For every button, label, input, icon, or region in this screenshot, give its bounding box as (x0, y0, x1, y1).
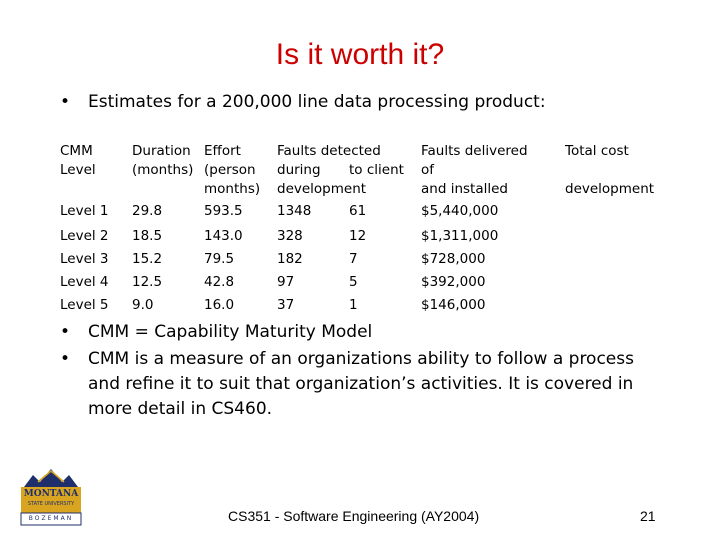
cell-cost: $5,440,000 (421, 203, 499, 219)
header-line: of (421, 162, 435, 178)
cell-effort: 143.0 (204, 228, 243, 244)
montana-state-logo-graphic (20, 469, 82, 526)
cell-level: Level 4 (60, 274, 109, 290)
cell-to-client: 1 (349, 297, 358, 313)
header-faults-detected: Faults detected during to client develop… (277, 142, 404, 199)
header-cmm-level: CMM Level (60, 142, 96, 180)
cell-level: Level 1 (60, 203, 109, 219)
cell-detected: 37 (277, 297, 295, 313)
header-line: Total cost (565, 143, 629, 159)
header-line: Faults delivered (421, 143, 528, 159)
cell-cost: $728,000 (421, 251, 486, 267)
header-spacer (565, 161, 654, 180)
mountain-shape (24, 469, 78, 487)
cell-duration: 18.5 (132, 228, 163, 244)
bullet-text: CMM = Capability Maturity Model (88, 322, 373, 342)
header-line: Faults detected (277, 143, 381, 159)
cell-level: Level 3 (60, 251, 109, 267)
footer-course: CS351 - Software Engineering (AY2004) (228, 508, 480, 524)
cell-detected: 328 (277, 228, 303, 244)
cell-level: Level 5 (60, 297, 109, 313)
cell-duration: 12.5 (132, 274, 163, 290)
header-line: Level (60, 162, 96, 178)
cell-cost: $1,311,000 (421, 228, 499, 244)
cell-detected: 97 (277, 274, 295, 290)
logo-line-2: STATE UNIVERSITY (27, 501, 75, 507)
bullet-marker: • (60, 349, 71, 369)
header-line: during to client (277, 161, 404, 180)
header-duration: Duration (months) (132, 142, 193, 180)
cell-to-client: 7 (349, 251, 358, 267)
cell-detected: 182 (277, 251, 303, 267)
cell-to-client: 12 (349, 228, 367, 244)
cell-effort: 16.0 (204, 297, 235, 313)
cell-duration: 9.0 (132, 297, 154, 313)
cell-duration: 29.8 (132, 203, 163, 219)
header-line: (person (204, 162, 256, 178)
header-word: to client (349, 162, 404, 178)
header-line: and installed (421, 181, 508, 197)
header-line: CMM (60, 143, 93, 159)
cell-cost: $146,000 (421, 297, 486, 313)
cell-effort: 79.5 (204, 251, 235, 267)
header-effort: Effort (person months) (204, 142, 260, 199)
header-line: development (565, 181, 655, 197)
header-line: Effort (204, 143, 241, 159)
cell-cost: $392,000 (421, 274, 486, 290)
logo-bottom-band (20, 512, 82, 526)
cell-effort: 593.5 (204, 203, 243, 219)
cell-level: Level 2 (60, 228, 109, 244)
cell-to-client: 61 (349, 203, 367, 219)
logo-gold-band (21, 487, 81, 513)
page-number: 21 (640, 508, 656, 524)
bullet-marker: • (60, 322, 71, 342)
header-line: months) (204, 181, 261, 197)
bullet-text: Estimates for a 200,000 line data proces… (88, 92, 546, 112)
header-line: (months) (132, 162, 194, 178)
header-total-cost: Total cost development (565, 142, 654, 199)
bullet-text: CMM is a measure of an organizations abi… (88, 349, 634, 419)
header-faults-delivered: Faults delivered of and installed (421, 142, 528, 199)
cell-detected: 1348 (277, 203, 312, 219)
montana-state-logo: MONTANA STATE UNIVERSITY BOZEMAN (18, 465, 84, 527)
header-line: development (277, 181, 367, 197)
header-word: during (277, 162, 321, 178)
cell-to-client: 5 (349, 274, 358, 290)
slide-title: Is it worth it? (275, 38, 445, 71)
mountain-accent (37, 470, 65, 483)
bullet-marker: • (60, 92, 71, 112)
logo-line-1: MONTANA (23, 489, 79, 499)
logo-line-3: BOZEMAN (28, 515, 74, 522)
cell-duration: 15.2 (132, 251, 163, 267)
cell-effort: 42.8 (204, 274, 235, 290)
header-line: Duration (132, 143, 191, 159)
